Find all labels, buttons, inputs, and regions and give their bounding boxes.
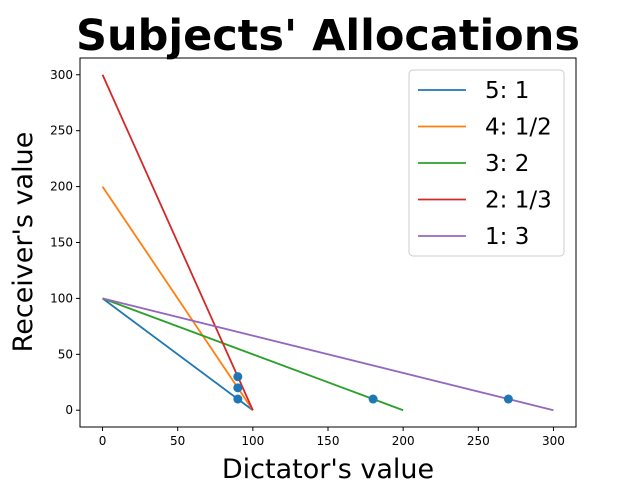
y-tick-label: 300 [50, 68, 73, 82]
y-tick-label: 200 [50, 180, 73, 194]
series-line [102, 297, 554, 412]
series-line [102, 297, 254, 411]
legend-box [408, 69, 565, 257]
y-axis-label: Receiver's value [8, 132, 39, 353]
legend: 5: 1 4: 1/2 3: 2 2: 1/3 1: 3 [408, 69, 565, 257]
series-line [101, 186, 254, 411]
series-line [102, 297, 404, 412]
data-points [233, 372, 513, 404]
legend-label: 4: 1/2 [485, 115, 552, 141]
data-point [233, 383, 243, 393]
series-line [101, 74, 254, 411]
legend-label: 5: 1 [485, 78, 529, 104]
x-tick-label: 0 [99, 434, 107, 448]
y-tick-label: 0 [65, 403, 73, 417]
data-point [368, 394, 378, 404]
data-point [503, 394, 513, 404]
x-tick-label: 150 [317, 434, 340, 448]
chart-title: Subjects' Allocations [76, 11, 580, 61]
data-point [233, 372, 243, 382]
axis-ticks: 0 50 100 150 200 250 300 0 50 100 150 200 250 300 [50, 68, 565, 448]
x-axis-label: Dictator's value [222, 454, 434, 480]
y-tick-label: 50 [58, 347, 73, 361]
legend-label: 3: 2 [485, 151, 529, 177]
legend-label: 1: 3 [485, 224, 529, 250]
y-tick-label: 100 [50, 291, 73, 305]
x-tick-label: 200 [392, 434, 415, 448]
y-tick-label: 250 [50, 124, 73, 138]
y-tick-label: 150 [50, 236, 73, 250]
legend-label: 2: 1/3 [485, 188, 552, 214]
x-tick-label: 100 [241, 434, 264, 448]
x-tick-label: 250 [467, 434, 490, 448]
series-lines [101, 74, 554, 412]
data-point [233, 394, 243, 404]
x-tick-label: 300 [542, 434, 565, 448]
x-tick-label: 50 [170, 434, 185, 448]
